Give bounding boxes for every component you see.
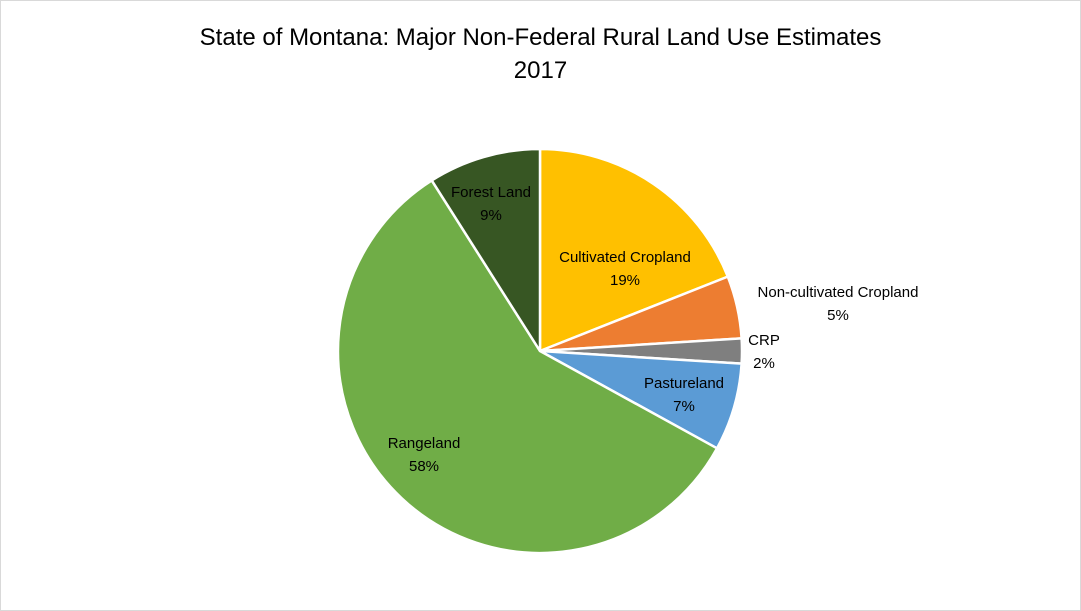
- pie-slice-cultivated-cropland: [538, 147, 730, 353]
- pie-labels: Cultivated Cropland 19% Non-cultivated Cro…: [388, 184, 919, 475]
- data-label-cultivated-cropland: Cultivated Cropland 19%: [559, 249, 691, 289]
- pie-slice-forest-land: [430, 147, 542, 353]
- chart-title-line: State of Montana: Major Non-Federal Rura…: [199, 24, 882, 51]
- chart-title: State of Montana: Major Non-Federal Rura…: [1, 21, 1080, 87]
- data-label-rangeland: Rangeland 58%: [388, 435, 461, 475]
- pie-slices: [336, 147, 744, 555]
- chart-subtitle-line: 2017: [513, 57, 568, 84]
- data-label-pastureland: Pastureland 7%: [644, 375, 724, 415]
- pie-slice-rangeland: [336, 179, 719, 555]
- data-label-non-cultivated-cropland: Non-cultivated Cropland 5%: [758, 284, 919, 324]
- data-label-forest-land: Forest Land 9%: [451, 184, 531, 224]
- data-label-crp: CRP 2%: [748, 332, 780, 372]
